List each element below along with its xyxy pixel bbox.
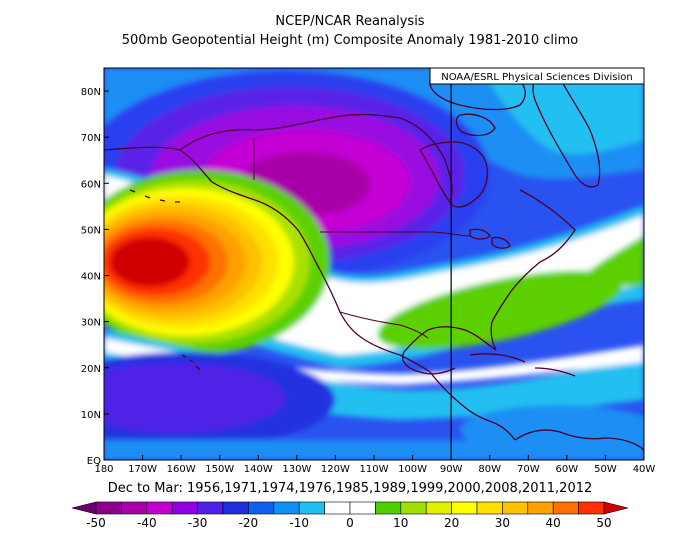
lon-tick-label: 40W [633,464,656,475]
lon-tick-label: 110W [360,464,389,475]
lon-tick-label: 160W [167,464,196,475]
lon-tick-label: 150W [205,464,234,475]
lat-tick-label: 20N [81,364,101,375]
colorbar-segment [349,501,376,515]
lon-tick-label: 60W [556,464,579,475]
lat-tick-label: 80N [81,87,101,98]
chart-subtitle: 500mb Geopotential Height (m) Composite … [121,33,579,48]
colorbar-segment [527,501,554,515]
colorbar-segment [502,501,529,515]
colorbar-label: 20 [444,516,459,530]
lon-tick-label: 130W [282,464,311,475]
lon-tick-label: 80W [478,464,501,475]
lon-tick-label: 180 [94,464,113,475]
colorbar-segment [603,501,629,515]
colorbar-labels: -50 -40 -30 -20 -10 0 10 20 30 40 50 [86,516,611,530]
longitude-axis: 180 170W 160W 150W 140W 130W 120W 110W 100W 90W 80… [94,455,655,475]
lon-tick-label: 90W [440,464,463,475]
lat-tick-label: 60N [81,179,101,190]
colorbar-segment [95,501,122,515]
colorbar-segment [375,501,402,515]
borders [253,138,471,339]
lat-tick-label: 30N [81,318,101,329]
colorbar-label: 30 [495,516,510,530]
colorbar-label: -50 [86,516,106,530]
colorbar-segment [71,501,97,515]
colorbar-label: -10 [289,516,309,530]
lon-tick-label: 120W [321,464,350,475]
colorbar-segment [146,501,173,515]
lon-tick-label: 50W [594,464,617,475]
colorbar-segment [476,501,503,515]
colorbar-label: 10 [393,516,408,530]
colorbar-segment [171,501,198,515]
lat-tick-label: 10N [81,410,101,421]
anomaly-field [104,68,644,460]
colorbar-segment [248,501,275,515]
colorbar-segment [121,501,148,515]
colorbar-segment [451,501,478,515]
colorbar-label: -30 [188,516,208,530]
coastlines [104,68,644,451]
lon-tick-label: 100W [398,464,427,475]
lat-tick-label: 70N [81,133,101,144]
colorbar-segment [273,501,300,515]
colorbar-segment [324,501,351,515]
colorbar-segment [222,501,249,515]
colorbar-segment [400,501,427,515]
lat-tick-label: EQ [87,456,101,467]
colorbar-segment [552,501,579,515]
colorbar-label: 0 [346,516,354,530]
colorbar-segment [578,501,605,515]
period-label: Dec to Mar: 1956,1971,1974,1976,1985,198… [107,481,593,496]
credit-text: NOAA/ESRL Physical Sciences Division [441,72,633,83]
chart-title: NCEP/NCAR Reanalysis [275,14,425,29]
colorbar-segment [425,501,452,515]
lon-tick-label: 140W [244,464,273,475]
colorbar [71,501,629,515]
colorbar-segment [298,501,325,515]
lon-tick-label: 170W [128,464,157,475]
colorbar-label: 40 [546,516,561,530]
lat-tick-label: 40N [81,272,101,283]
lon-tick-label: 70W [517,464,540,475]
colorbar-label: 50 [596,516,611,530]
latitude-axis: EQ 10N 20N 30N 40N 50N 60N 70N 80N [81,87,109,467]
lat-tick-label: 50N [81,225,101,236]
colorbar-label: -20 [239,516,259,530]
colorbar-segment [197,501,224,515]
credit-box [429,67,645,85]
colorbar-label: -40 [137,516,157,530]
